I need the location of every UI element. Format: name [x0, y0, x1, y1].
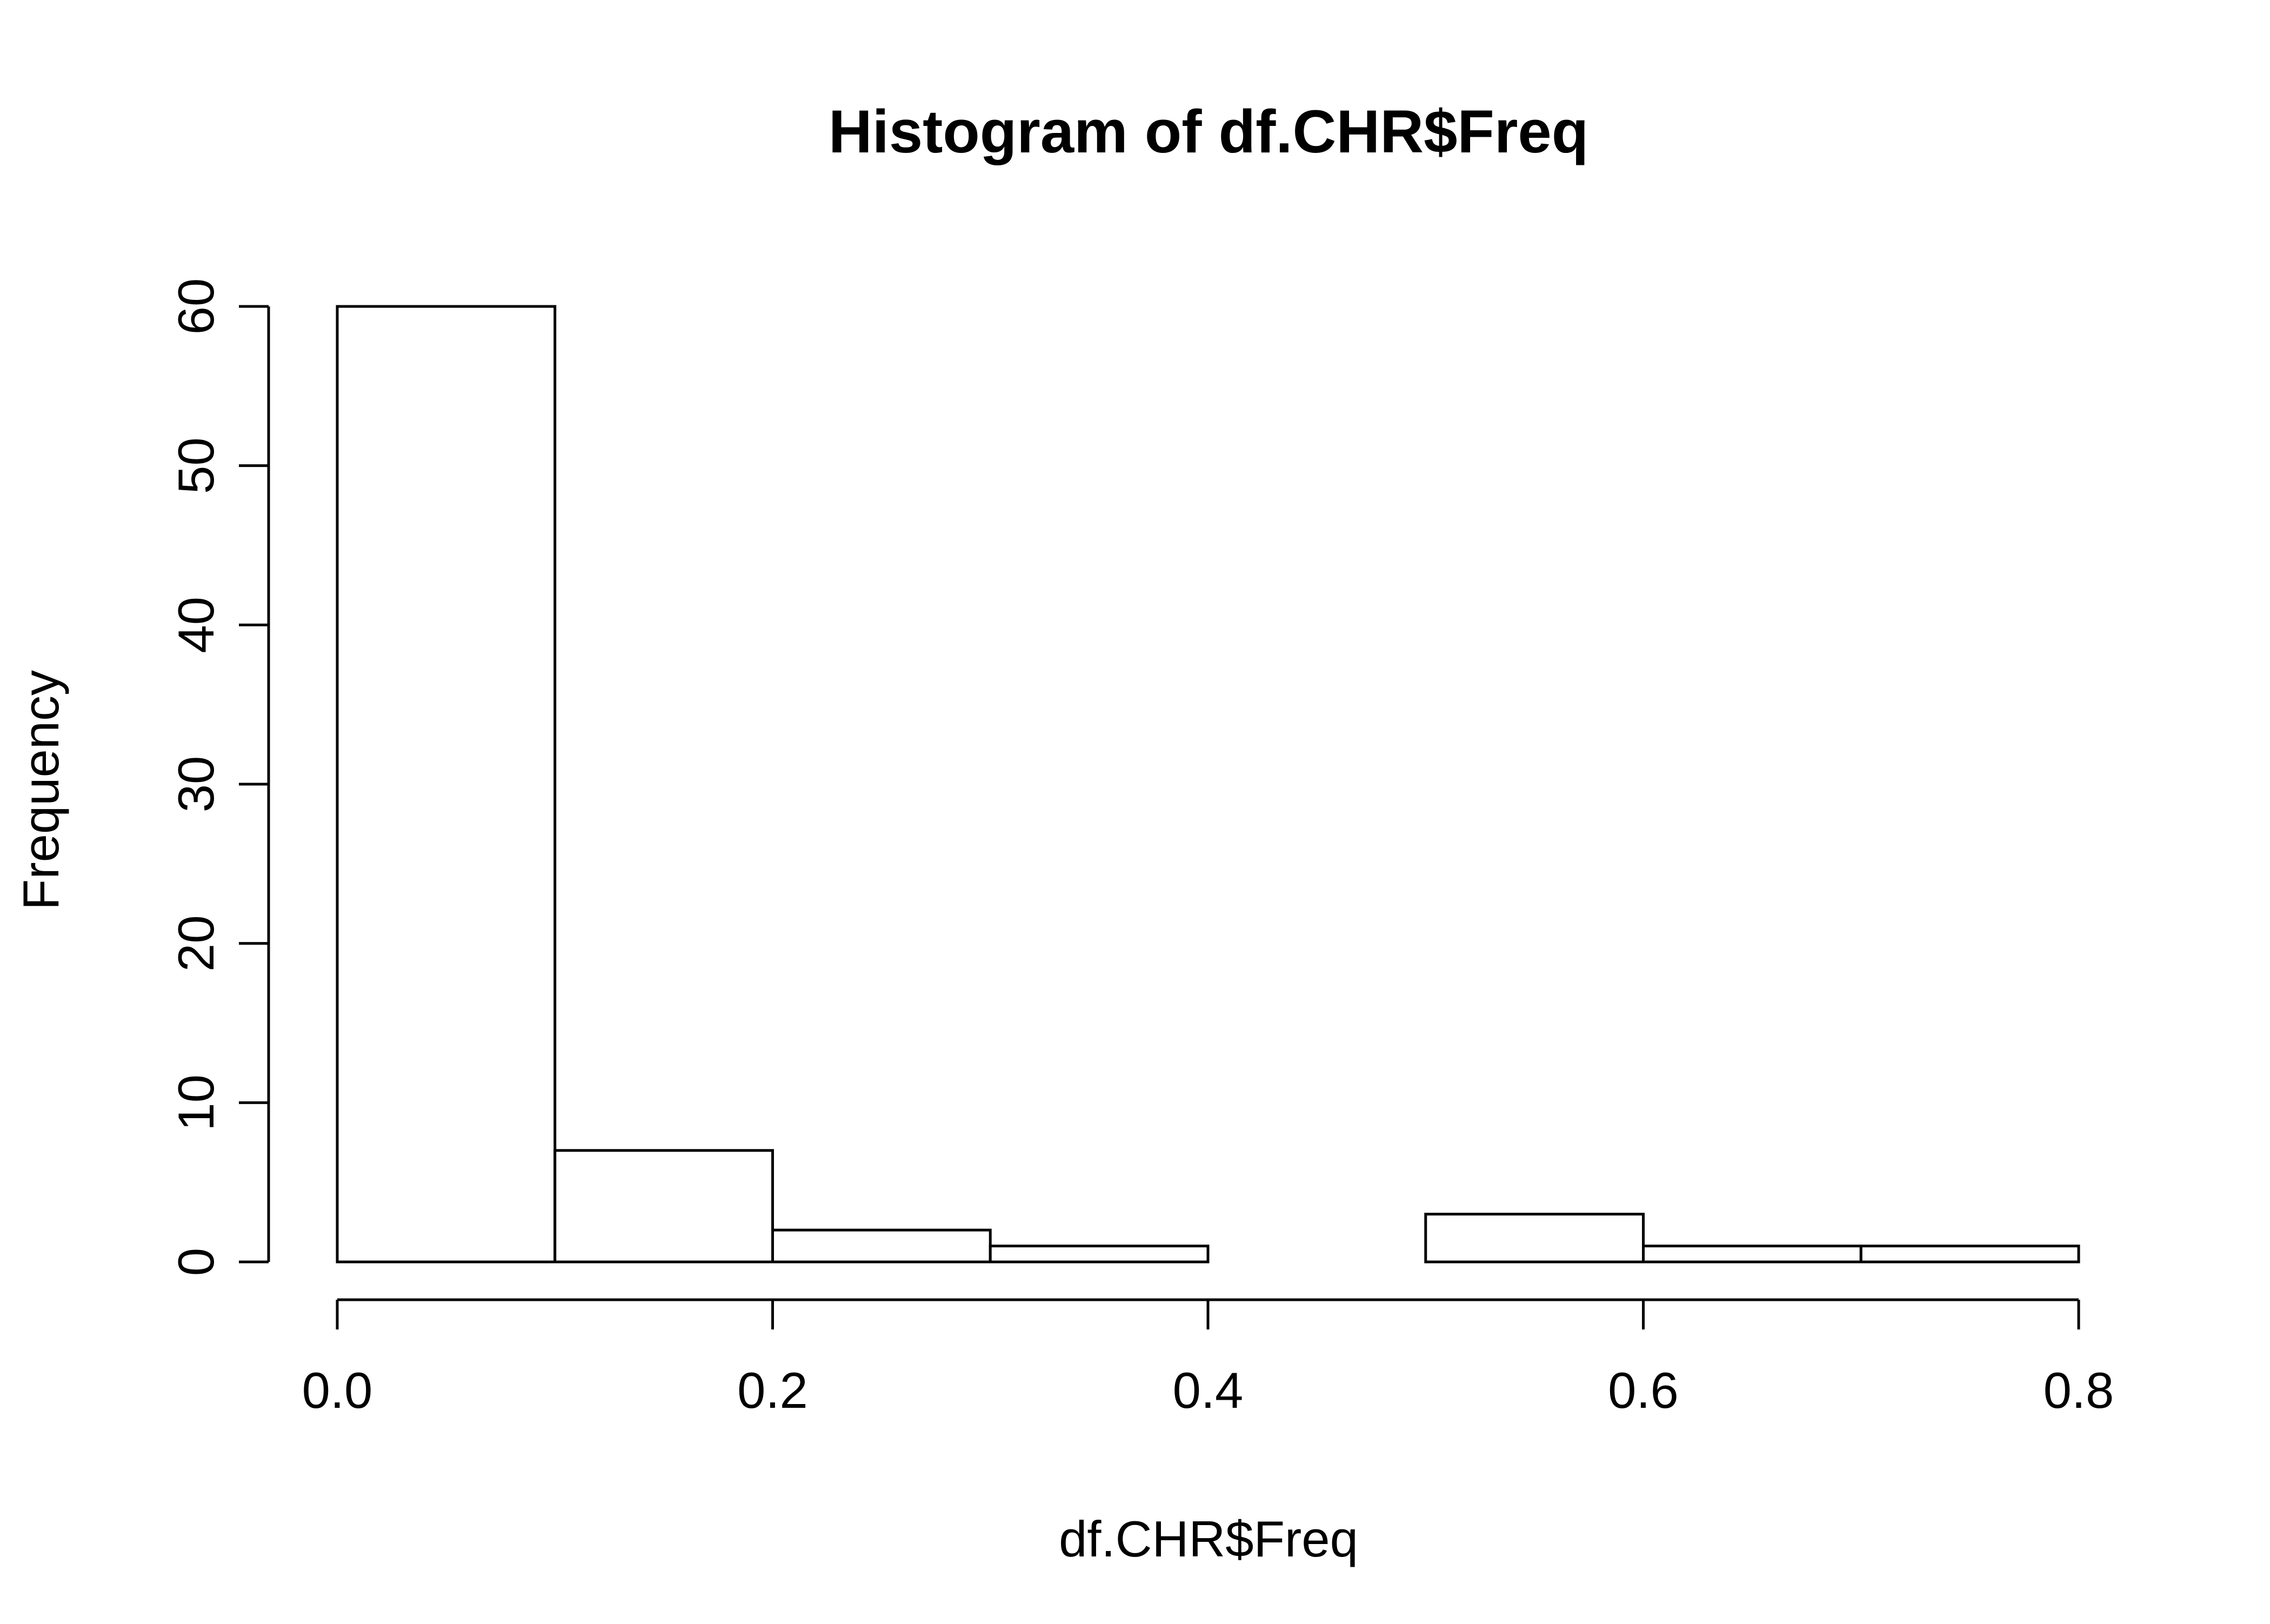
histogram-bar-2 [553, 1149, 774, 1264]
x-tick-label: 0.8 [2044, 1362, 2114, 1419]
y-tick-label: 10 [168, 1074, 224, 1131]
x-tick-label: 0.4 [1173, 1362, 1244, 1419]
y-tick-label: 0 [168, 1248, 224, 1276]
x-tick-label: 0.0 [302, 1362, 373, 1419]
x-tick-label: 0.2 [737, 1362, 808, 1419]
histogram-bar-8 [1859, 1245, 2080, 1264]
y-tick-label: 50 [168, 437, 224, 494]
x-axis: 0.0 0.2 0.4 0.6 0.8 [302, 1298, 2114, 1419]
x-tick-label: 0.6 [1608, 1362, 1679, 1419]
histogram-bar-4 [989, 1245, 1210, 1264]
y-tick-label: 20 [168, 915, 224, 972]
x-axis-label: df.CHR$Freq [1059, 1511, 1358, 1567]
histogram-bar-7 [1642, 1245, 1862, 1264]
chart-title: Histogram of df.CHR$Freq [829, 98, 1588, 165]
y-tick-label: 40 [168, 597, 224, 653]
y-tick-label: 60 [168, 278, 224, 335]
histogram-bar-6 [1424, 1213, 1645, 1264]
y-tick-label: 30 [168, 756, 224, 813]
histogram-bar-3 [771, 1228, 992, 1264]
histogram-bars [336, 305, 2080, 1264]
y-axis-label: Frequency [12, 670, 69, 910]
histogram-bar-1 [336, 305, 557, 1264]
y-axis: 0 10 20 30 40 50 60 [168, 278, 270, 1276]
